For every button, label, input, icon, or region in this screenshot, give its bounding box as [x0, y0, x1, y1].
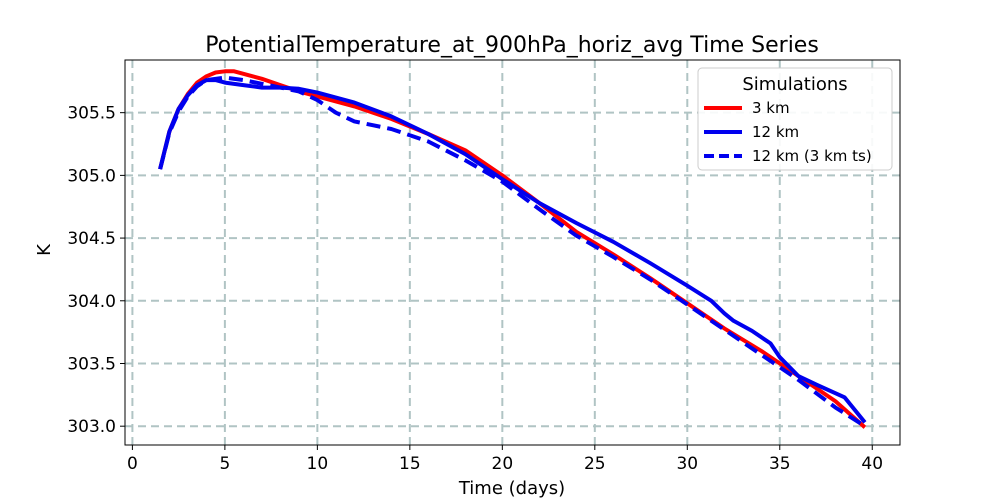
x-tick-label: 30 [676, 454, 698, 474]
x-tick-label: 20 [492, 454, 514, 474]
y-tick-label: 303.0 [67, 417, 116, 437]
y-tick-label: 304.0 [67, 292, 116, 312]
legend-label: 3 km [752, 99, 790, 117]
x-tick-label: 10 [307, 454, 329, 474]
series-group [158, 69, 867, 429]
x-tick-label: 40 [861, 454, 883, 474]
y-tick-label: 304.5 [67, 229, 116, 249]
x-axis-label: Time (days) [458, 478, 565, 499]
legend-label: 12 km (3 km ts) [752, 147, 872, 165]
x-tick-label: 15 [399, 454, 421, 474]
series-line-3 [158, 75, 866, 428]
y-tick-label: 305.0 [67, 166, 116, 186]
y-axis-label: K [34, 243, 55, 256]
chart-title: PotentialTemperature_at_900hPa_horiz_avg… [205, 33, 819, 58]
plot-frame [124, 59, 901, 446]
x-tick-label: 0 [127, 454, 138, 474]
y-tick-label: 305.5 [67, 104, 116, 124]
x-tick-label: 25 [584, 454, 606, 474]
x-tick-label: 5 [219, 454, 230, 474]
axis-ticks: 0 5 10 15 20 25 30 35 40 303.0 303.5 304.0 304.5 305.… [67, 104, 883, 474]
legend-label: 12 km [752, 123, 799, 141]
legend-title: Simulations [742, 74, 847, 95]
legend: Simulations 3 km 12 km 12 km (3 km ts) [697, 67, 893, 171]
x-tick-label: 35 [769, 454, 791, 474]
y-tick-label: 303.5 [67, 354, 116, 374]
legend-box [697, 67, 893, 171]
